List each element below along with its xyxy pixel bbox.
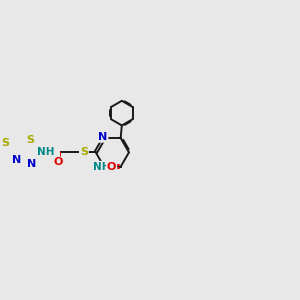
- Text: N: N: [12, 155, 21, 165]
- Text: NH: NH: [93, 162, 111, 172]
- Text: O: O: [54, 157, 63, 167]
- Text: NH: NH: [38, 147, 55, 158]
- Text: S: S: [80, 147, 88, 158]
- Text: N: N: [98, 132, 107, 142]
- Text: S: S: [2, 138, 10, 148]
- Text: O: O: [107, 162, 116, 172]
- Text: S: S: [26, 135, 34, 146]
- Text: N: N: [27, 159, 36, 170]
